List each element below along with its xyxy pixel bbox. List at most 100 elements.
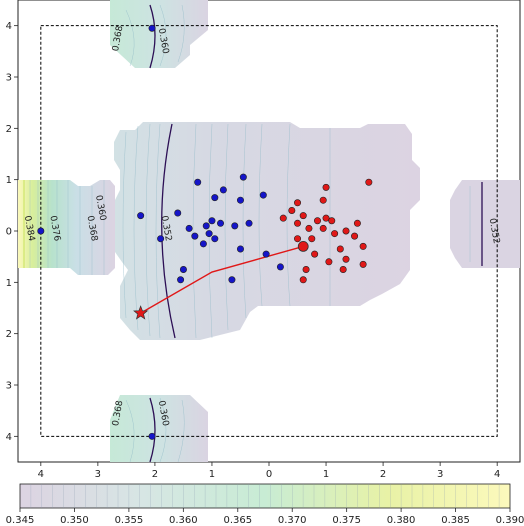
red-point bbox=[365, 178, 373, 186]
red-point bbox=[299, 212, 307, 220]
red-point bbox=[288, 206, 296, 214]
y-tick-label: 2 bbox=[6, 124, 12, 135]
blue-point bbox=[148, 24, 156, 32]
red-point bbox=[339, 265, 347, 273]
blue-point bbox=[211, 235, 219, 243]
blue-point bbox=[211, 194, 219, 202]
red-point bbox=[294, 219, 302, 227]
highlight-point bbox=[297, 240, 309, 252]
colorbar-tick-label: 0.350 bbox=[60, 515, 89, 526]
x-tick-label: 4 bbox=[494, 469, 500, 480]
contour-region-top bbox=[110, 0, 208, 68]
blue-point bbox=[199, 240, 207, 248]
red-point bbox=[305, 224, 313, 232]
contour-label: 0.376 bbox=[47, 215, 61, 242]
scatter-points bbox=[37, 24, 373, 440]
x-tick-label: 0 bbox=[266, 469, 272, 480]
blue-point bbox=[177, 276, 185, 284]
blue-point bbox=[191, 232, 199, 240]
contour-label: 0.384 bbox=[22, 215, 36, 242]
blue-point bbox=[276, 263, 284, 271]
red-point bbox=[322, 214, 330, 222]
colorbar-tick-label: 0.380 bbox=[387, 515, 416, 526]
red-point bbox=[353, 219, 361, 227]
blue-point bbox=[259, 191, 267, 199]
colorbar-tick-label: 0.390 bbox=[496, 515, 524, 526]
blue-point bbox=[228, 276, 236, 284]
blue-point bbox=[219, 186, 227, 194]
red-point bbox=[299, 276, 307, 284]
red-point bbox=[308, 235, 316, 243]
x-tick-label: 2 bbox=[152, 469, 158, 480]
start-star-marker bbox=[133, 305, 149, 320]
y-axis-ticks: 4 3 2 1 0 1 2 3 4 bbox=[6, 21, 18, 443]
x-tick-label: 4 bbox=[38, 469, 44, 480]
contour-region-center bbox=[114, 122, 420, 340]
colorbar-tick-label: 0.370 bbox=[278, 515, 307, 526]
colorbar-tick-label: 0.345 bbox=[6, 515, 35, 526]
blue-point bbox=[217, 219, 225, 227]
contour-label: 0.360 bbox=[156, 400, 170, 427]
contour-region-left bbox=[18, 180, 115, 275]
colorbar-tick-label: 0.365 bbox=[223, 515, 252, 526]
blue-point bbox=[239, 173, 247, 181]
red-point bbox=[294, 199, 302, 207]
red-point bbox=[342, 255, 350, 263]
y-tick-label: 4 bbox=[6, 432, 12, 443]
red-point bbox=[359, 260, 367, 268]
y-tick-label: 0 bbox=[6, 227, 12, 238]
red-point bbox=[359, 242, 367, 250]
red-point bbox=[319, 196, 327, 204]
red-point bbox=[322, 183, 330, 191]
x-tick-label: 2 bbox=[380, 469, 386, 480]
red-point bbox=[325, 258, 333, 266]
blue-point bbox=[185, 224, 193, 232]
red-point bbox=[336, 245, 344, 253]
contour-label: 0.360 bbox=[156, 28, 170, 55]
contour-label: 0.352 bbox=[159, 215, 173, 242]
blue-point bbox=[137, 212, 145, 220]
red-point bbox=[319, 224, 327, 232]
blue-point bbox=[194, 178, 202, 186]
contour-region-right bbox=[450, 180, 520, 268]
red-point bbox=[342, 227, 350, 235]
x-tick-label: 1 bbox=[209, 469, 215, 480]
blue-point bbox=[236, 245, 244, 253]
y-tick-label: 3 bbox=[6, 73, 12, 84]
y-tick-label: 2 bbox=[6, 329, 12, 340]
y-tick-label: 3 bbox=[6, 381, 12, 392]
contour-label: 0.368 bbox=[111, 25, 125, 52]
blue-point bbox=[231, 222, 239, 230]
trajectory-path bbox=[140, 245, 304, 314]
blue-point bbox=[148, 432, 156, 440]
blue-point bbox=[37, 227, 45, 235]
blue-point bbox=[174, 209, 182, 217]
contour-lines bbox=[29, 4, 471, 462]
red-point bbox=[311, 250, 319, 258]
blue-point bbox=[157, 235, 165, 243]
boundary-box bbox=[40, 25, 498, 437]
y-tick-label: 1 bbox=[6, 175, 12, 186]
colorbar-level-lines bbox=[30, 484, 500, 508]
red-point bbox=[279, 214, 287, 222]
blue-point bbox=[179, 265, 187, 273]
red-point bbox=[294, 235, 302, 243]
y-tick-label: 1 bbox=[6, 278, 12, 289]
red-point bbox=[302, 265, 310, 273]
colorbar-ticks: 0.345 0.350 0.355 0.360 0.365 0.370 0.375 0.380… bbox=[6, 508, 524, 526]
blue-point bbox=[236, 196, 244, 204]
red-point bbox=[331, 230, 339, 238]
x-tick-label: 3 bbox=[437, 469, 443, 480]
blue-point bbox=[245, 219, 253, 227]
red-point bbox=[328, 217, 336, 225]
blue-point bbox=[202, 222, 210, 230]
contour-label: 0.360 bbox=[93, 194, 107, 221]
colorbar-tick-label: 0.355 bbox=[115, 515, 144, 526]
red-point bbox=[313, 217, 321, 225]
contour-label: 0.368 bbox=[85, 215, 99, 242]
red-point bbox=[351, 232, 359, 240]
contour-label: 0.368 bbox=[111, 399, 125, 426]
